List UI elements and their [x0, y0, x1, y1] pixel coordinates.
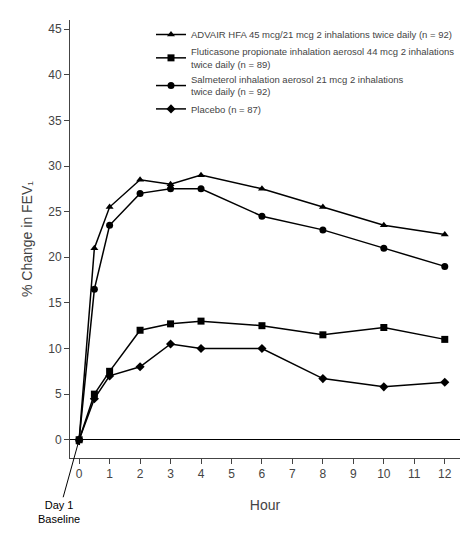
svg-text:6: 6 — [259, 467, 266, 481]
svg-text:30: 30 — [48, 159, 62, 173]
svg-text:11: 11 — [408, 467, 421, 481]
svg-text:3: 3 — [167, 467, 174, 481]
svg-text:ADVAIR HFA 45 mcg/21 mcg 2 inh: ADVAIR HFA 45 mcg/21 mcg 2 inhalations t… — [191, 29, 452, 40]
svg-text:Placebo (n = 87): Placebo (n = 87) — [191, 104, 261, 115]
svg-text:Hour: Hour — [250, 497, 281, 513]
svg-text:5: 5 — [55, 387, 62, 401]
svg-text:10: 10 — [377, 467, 391, 481]
svg-text:40: 40 — [48, 68, 62, 82]
svg-text:8: 8 — [320, 467, 327, 481]
svg-text:12: 12 — [438, 467, 452, 481]
svg-text:Day 1Baseline: Day 1Baseline — [38, 499, 80, 525]
svg-text:Salmeterol inhalation aerosol: Salmeterol inhalation aerosol 21 mcg 2 i… — [191, 74, 404, 97]
svg-text:20: 20 — [48, 250, 62, 264]
svg-text:45: 45 — [48, 22, 62, 36]
svg-text:25: 25 — [48, 205, 62, 219]
svg-text:7: 7 — [289, 467, 296, 481]
svg-text:4: 4 — [198, 467, 205, 481]
svg-text:9: 9 — [350, 467, 357, 481]
svg-text:15: 15 — [48, 296, 62, 310]
svg-text:% Change in FEV₁: % Change in FEV₁ — [19, 181, 35, 297]
svg-text:Fluticasone propionate inhalat: Fluticasone propionate inhalation aeroso… — [191, 46, 454, 69]
svg-text:0: 0 — [76, 467, 83, 481]
svg-text:2: 2 — [137, 467, 144, 481]
svg-text:0: 0 — [55, 433, 62, 447]
svg-text:1: 1 — [106, 467, 113, 481]
svg-text:10: 10 — [48, 342, 62, 356]
svg-text:5: 5 — [228, 467, 235, 481]
svg-text:35: 35 — [48, 114, 62, 128]
